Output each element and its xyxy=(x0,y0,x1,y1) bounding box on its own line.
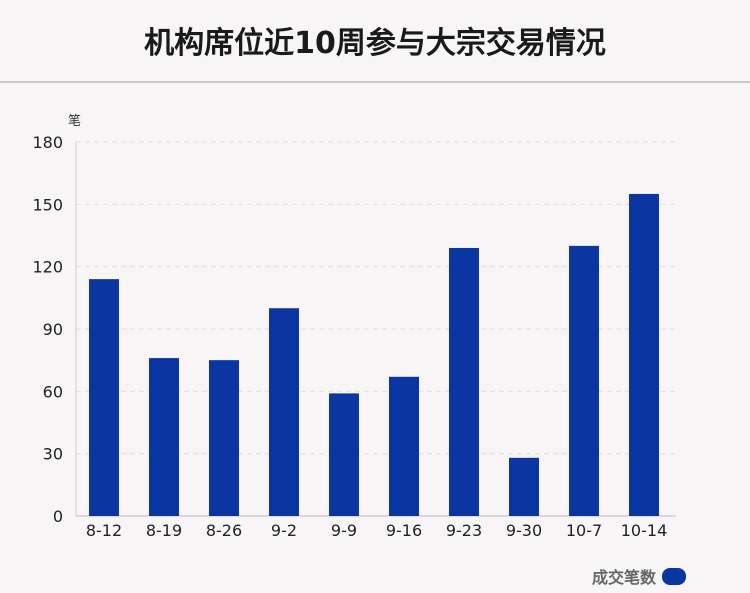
legend: 成交笔数 xyxy=(592,564,687,588)
y-tick-label: 180 xyxy=(32,133,63,152)
bar-8-12 xyxy=(89,279,119,516)
y-tick-label: 150 xyxy=(32,195,63,214)
x-tick-label: 9-9 xyxy=(331,521,357,540)
legend-swatch xyxy=(662,567,687,585)
x-tick-label: 8-26 xyxy=(206,521,242,540)
legend-label: 成交笔数 xyxy=(592,568,657,587)
bar-9-16 xyxy=(389,376,419,516)
bar-8-19 xyxy=(149,358,179,516)
y-axis-label: 笔 xyxy=(68,113,81,129)
bar-9-2 xyxy=(269,308,299,516)
y-tick-label: 60 xyxy=(43,382,63,401)
bar-9-9 xyxy=(329,393,359,516)
x-tick-label: 10-7 xyxy=(566,521,602,540)
bar-10-7 xyxy=(569,245,599,516)
y-tick-label: 90 xyxy=(43,320,63,339)
x-tick-label: 9-2 xyxy=(271,521,297,540)
title-divider xyxy=(0,81,750,83)
y-tick-label: 0 xyxy=(53,507,63,526)
x-tick-label: 9-16 xyxy=(386,521,422,540)
bar-9-30 xyxy=(509,457,539,516)
y-tick-label: 30 xyxy=(43,445,63,464)
x-tick-label: 8-12 xyxy=(86,521,122,540)
y-tick-label: 120 xyxy=(32,258,63,277)
x-tick-label: 9-23 xyxy=(446,521,482,540)
bar-9-23 xyxy=(449,247,479,516)
bar-8-26 xyxy=(209,360,239,516)
bar-10-14 xyxy=(629,193,659,516)
chart-title: 机构席位近10周参与大宗交易情况 xyxy=(144,26,606,61)
x-tick-label: 9-30 xyxy=(506,521,542,540)
x-tick-label: 8-19 xyxy=(146,521,182,540)
x-tick-label: 10-14 xyxy=(621,521,668,540)
